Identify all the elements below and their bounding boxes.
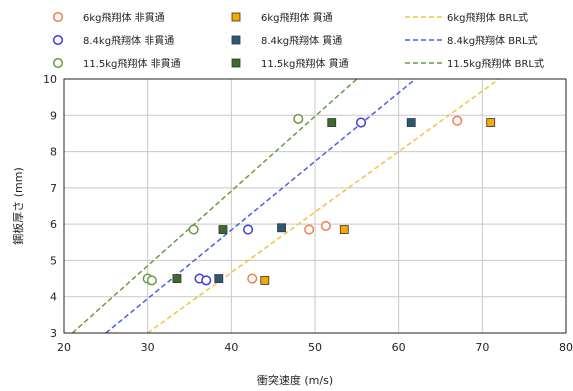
data-point-square xyxy=(327,118,337,127)
brl-line xyxy=(71,79,358,333)
plot-area xyxy=(63,78,567,334)
x-tick-label: 20 xyxy=(57,341,71,354)
data-point-circle xyxy=(304,224,315,235)
data-point-square xyxy=(486,118,496,127)
data-point-circle xyxy=(293,113,304,124)
data-point-circle xyxy=(146,275,157,286)
data-point-square xyxy=(406,118,416,127)
legend-marker-circle xyxy=(52,57,64,69)
data-point-square xyxy=(218,225,228,234)
x-tick-label: 60 xyxy=(392,341,406,354)
legend-marker-circle xyxy=(52,11,64,23)
x-tick-label: 30 xyxy=(141,341,155,354)
y-tick-label: 9 xyxy=(50,109,57,122)
y-tick-label: 5 xyxy=(50,254,57,267)
data-point-square xyxy=(260,275,270,285)
legend-marker-square xyxy=(231,35,241,45)
legend-label: 6kg飛翔体 非貫通 xyxy=(83,11,165,24)
brl-line xyxy=(105,79,416,333)
y-tick-label: 7 xyxy=(50,182,57,195)
x-tick-label: 70 xyxy=(475,341,489,354)
data-point-circle xyxy=(320,220,331,232)
data-point-circle xyxy=(452,115,463,126)
axes: 20 30 40 50 60 70 80 3 4 5 6 7 8 9 10 衝突速度 (m/s) 鋼板厚さ (m… xyxy=(11,73,573,387)
legend-marker-square xyxy=(231,58,241,68)
legend-label: 6kg飛翔体 貫通 xyxy=(261,11,333,24)
legend-label: 6kg飛翔体 BRL式 xyxy=(447,11,528,24)
legend-label: 8.4kg飛翔体 非貫通 xyxy=(83,34,174,47)
legend-marker-circle xyxy=(52,34,64,46)
legend-marker-square xyxy=(231,12,241,22)
legend-label: 11.5kg飛翔体 BRL式 xyxy=(447,57,544,70)
y-tick-label: 4 xyxy=(50,291,57,304)
data-point-square xyxy=(277,223,286,233)
data-point-square xyxy=(214,274,224,283)
data-point-circle xyxy=(201,275,212,286)
legend-label: 11.5kg飛翔体 貫通 xyxy=(261,57,349,70)
legend: 6kg飛翔体 非貫通 6kg飛翔体 貫通 6kg飛翔体 BRL式 8.4kg飛翔体 非… xyxy=(52,11,544,70)
data-point-square xyxy=(339,225,349,234)
legend-label: 8.4kg飛翔体 貫通 xyxy=(261,34,342,47)
y-tick-label: 10 xyxy=(43,73,57,86)
y-tick-label: 8 xyxy=(50,146,57,159)
plot-clip-group xyxy=(71,79,500,333)
data-point-circle xyxy=(243,224,254,235)
legend-label: 8.4kg飛翔体 BRL式 xyxy=(447,34,538,47)
data-point-circle xyxy=(355,117,367,128)
data-point-circle xyxy=(247,273,258,284)
y-tick-label: 6 xyxy=(50,218,57,231)
data-point-square xyxy=(172,274,182,283)
x-tick-label: 80 xyxy=(559,341,573,354)
x-tick-label: 50 xyxy=(308,341,322,354)
brl-line xyxy=(147,79,500,333)
data-point-circle xyxy=(188,224,199,235)
x-axis-title: 衝突速度 (m/s) xyxy=(257,373,333,387)
x-tick-label: 40 xyxy=(224,341,238,354)
plot-border xyxy=(63,78,567,334)
y-tick-label: 3 xyxy=(50,327,57,340)
y-axis-title: 鋼板厚さ (mm) xyxy=(11,167,25,245)
legend-label: 11.5kg飛翔体 非貫通 xyxy=(83,57,181,70)
